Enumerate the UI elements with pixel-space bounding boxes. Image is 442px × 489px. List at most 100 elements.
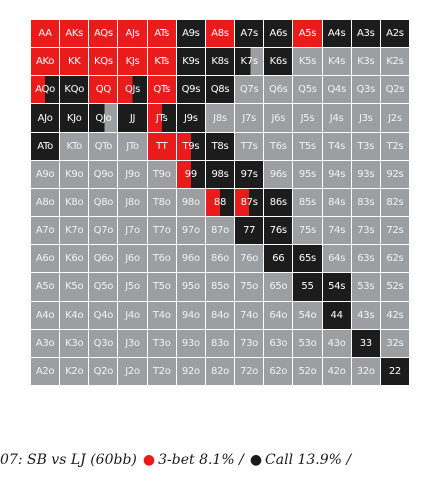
hand-cell-94s: 94s bbox=[322, 160, 351, 188]
hand-cell-a9o: A9o bbox=[31, 160, 60, 188]
hand-cell-qto: QTo bbox=[89, 132, 118, 160]
hand-cell-j3o: J3o bbox=[118, 329, 147, 357]
hand-cell-q5o: Q5o bbox=[89, 273, 118, 301]
hand-cell-73o: 73o bbox=[235, 329, 264, 357]
hand-cell-t8s: T8s bbox=[205, 132, 235, 160]
hand-cell-t3s: T3s bbox=[351, 132, 380, 160]
hand-cell-87s: 87s bbox=[235, 188, 264, 217]
hand-cell-q5s: Q5s bbox=[293, 76, 322, 104]
hand-cell-t2s: T2s bbox=[380, 132, 409, 160]
hand-cell-ats: ATs bbox=[147, 20, 176, 48]
hand-cell-q3s: Q3s bbox=[351, 76, 380, 104]
hand-cell-k5s: K5s bbox=[293, 48, 322, 76]
hand-cell-aqs: AQs bbox=[89, 20, 118, 48]
hand-cell-q8s: Q8s bbox=[205, 76, 235, 104]
hand-cell-t4o: T4o bbox=[147, 301, 176, 329]
hand-cell-76s: 76s bbox=[264, 217, 293, 245]
hand-cell-k9s: K9s bbox=[176, 48, 205, 76]
hand-cell-t4s: T4s bbox=[322, 132, 351, 160]
hand-cell-qts: QTs bbox=[147, 76, 176, 104]
hand-cell-q7o: Q7o bbox=[89, 217, 118, 245]
hand-cell-98o: 98o bbox=[176, 188, 205, 217]
hand-cell-t9o: T9o bbox=[147, 160, 176, 188]
hand-cell-k6s: K6s bbox=[264, 48, 293, 76]
hand-cell-a2o: A2o bbox=[31, 357, 60, 385]
hand-cell-t7o: T7o bbox=[147, 217, 176, 245]
hand-cell-84o: 84o bbox=[205, 301, 235, 329]
raise-legend-dot-icon: ● bbox=[142, 452, 156, 468]
call-legend-text: Call 13.9% / bbox=[265, 452, 352, 468]
hand-cell-85s: 85s bbox=[293, 188, 322, 217]
hand-cell-k4o: K4o bbox=[60, 301, 89, 329]
hand-cell-q7s: Q7s bbox=[235, 76, 264, 104]
hand-cell-t5o: T5o bbox=[147, 273, 176, 301]
hand-cell-t2o: T2o bbox=[147, 357, 176, 385]
hand-cell-t6o: T6o bbox=[147, 245, 176, 273]
hand-cell-ajs: AJs bbox=[118, 20, 147, 48]
hand-cell-q9s: Q9s bbox=[176, 76, 205, 104]
hand-cell-33: 33 bbox=[351, 329, 380, 357]
hand-cell-qjs: QJs bbox=[118, 76, 147, 104]
hand-cell-22: 22 bbox=[380, 357, 409, 385]
hand-cell-kto: KTo bbox=[60, 132, 89, 160]
range-caption: 07: SB vs LJ (60bb) ● 3-bet 8.1% / ● Cal… bbox=[0, 448, 442, 472]
hand-cell-93s: 93s bbox=[351, 160, 380, 188]
hand-cell-52s: 52s bbox=[380, 273, 409, 301]
hand-cell-j4o: J4o bbox=[118, 301, 147, 329]
hand-cell-k3o: K3o bbox=[60, 329, 89, 357]
hand-cell-qq: QQ bbox=[89, 76, 118, 104]
hand-cell-82s: 82s bbox=[380, 188, 409, 217]
hand-cell-q4o: Q4o bbox=[89, 301, 118, 329]
hand-cell-95s: 95s bbox=[293, 160, 322, 188]
hand-cell-qjo: QJo bbox=[89, 104, 118, 132]
hand-cell-a7o: A7o bbox=[31, 217, 60, 245]
hand-cell-t7s: T7s bbox=[235, 132, 264, 160]
hand-cell-a2s: A2s bbox=[380, 20, 409, 48]
hand-cell-q8o: Q8o bbox=[89, 188, 118, 217]
hand-cell-j9o: J9o bbox=[118, 160, 147, 188]
hand-cell-63s: 63s bbox=[351, 245, 380, 273]
hand-cell-a9s: A9s bbox=[176, 20, 205, 48]
hand-cell-83s: 83s bbox=[351, 188, 380, 217]
hand-cell-43s: 43s bbox=[351, 301, 380, 329]
hand-cell-j3s: J3s bbox=[351, 104, 380, 132]
hand-cell-k8s: K8s bbox=[205, 48, 235, 76]
hand-cell-q6o: Q6o bbox=[89, 245, 118, 273]
hand-cell-62o: 62o bbox=[264, 357, 293, 385]
hand-cell-aks: AKs bbox=[60, 20, 89, 48]
hand-cell-kqs: KQs bbox=[89, 48, 118, 76]
hand-cell-k2s: K2s bbox=[380, 48, 409, 76]
hand-cell-72o: 72o bbox=[235, 357, 264, 385]
hand-cell-32o: 32o bbox=[351, 357, 380, 385]
hand-cell-j9s: J9s bbox=[176, 104, 205, 132]
hand-cell-kqo: KQo bbox=[60, 76, 89, 104]
hand-cell-a8o: A8o bbox=[31, 188, 60, 217]
hand-cell-63o: 63o bbox=[264, 329, 293, 357]
hand-cell-j5s: J5s bbox=[293, 104, 322, 132]
hand-cell-76o: 76o bbox=[235, 245, 264, 273]
hand-cell-75o: 75o bbox=[235, 273, 264, 301]
hand-cell-a3o: A3o bbox=[31, 329, 60, 357]
hand-cell-k6o: K6o bbox=[60, 245, 89, 273]
hand-cell-k7o: K7o bbox=[60, 217, 89, 245]
hand-cell-k9o: K9o bbox=[60, 160, 89, 188]
hand-cell-73s: 73s bbox=[351, 217, 380, 245]
hand-cell-66: 66 bbox=[264, 245, 293, 273]
hand-cell-aa: AA bbox=[31, 20, 60, 48]
hand-cell-j2s: J2s bbox=[380, 104, 409, 132]
hand-cell-98s: 98s bbox=[205, 160, 235, 188]
hand-cell-65s: 65s bbox=[293, 245, 322, 273]
hand-cell-t8o: T8o bbox=[147, 188, 176, 217]
hand-cell-44: 44 bbox=[322, 301, 351, 329]
hand-cell-97s: 97s bbox=[235, 160, 264, 188]
hand-cell-42s: 42s bbox=[380, 301, 409, 329]
hand-cell-q4s: Q4s bbox=[322, 76, 351, 104]
hand-cell-55: 55 bbox=[293, 273, 322, 301]
hand-cell-72s: 72s bbox=[380, 217, 409, 245]
hand-cell-75s: 75s bbox=[293, 217, 322, 245]
hand-cell-ajo: AJo bbox=[31, 104, 60, 132]
hand-cell-k7s: K7s bbox=[235, 48, 264, 76]
hand-cell-j8s: J8s bbox=[205, 104, 235, 132]
hand-cell-kts: KTs bbox=[147, 48, 176, 76]
hand-cell-j7s: J7s bbox=[235, 104, 264, 132]
